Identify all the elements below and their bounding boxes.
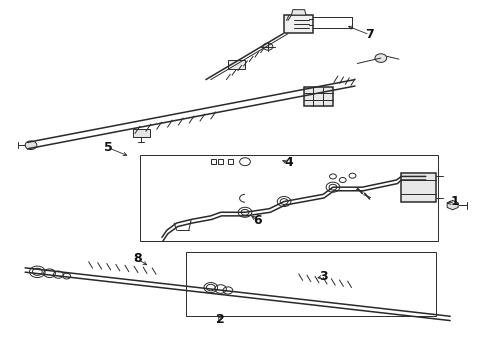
Polygon shape (133, 129, 150, 137)
Circle shape (263, 43, 273, 50)
Polygon shape (292, 10, 306, 15)
Text: 2: 2 (216, 313, 225, 327)
Text: 8: 8 (133, 252, 142, 265)
Polygon shape (228, 60, 245, 69)
Text: 6: 6 (253, 214, 262, 227)
Polygon shape (284, 15, 314, 33)
Polygon shape (304, 87, 333, 107)
Circle shape (375, 54, 387, 62)
Text: 1: 1 (451, 195, 460, 208)
Text: 7: 7 (365, 28, 374, 41)
Bar (140, 155, 438, 241)
Text: 4: 4 (285, 156, 294, 169)
Polygon shape (401, 173, 436, 202)
Polygon shape (447, 201, 458, 210)
Circle shape (25, 141, 37, 149)
Bar (228, 159, 233, 164)
Bar (211, 159, 216, 164)
Text: 3: 3 (319, 270, 327, 283)
Bar (218, 159, 223, 164)
Text: 5: 5 (104, 141, 113, 154)
Bar (186, 252, 436, 316)
